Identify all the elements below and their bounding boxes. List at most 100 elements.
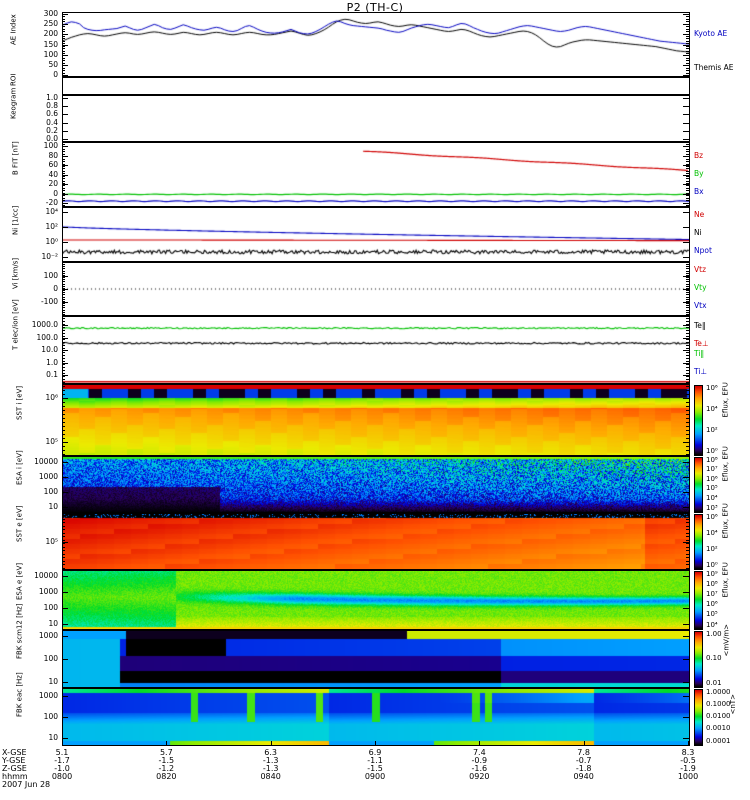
legend-label: Kyoto AE (694, 29, 728, 38)
colorbar-gradient (695, 458, 702, 512)
page-title: P2 (TH-C) (346, 1, 404, 14)
y-tick-label: 10 (48, 677, 58, 686)
y-minor-tick (62, 376, 65, 377)
y-minor-tick (686, 171, 689, 172)
y-minor-tick (62, 522, 65, 523)
x-tick-mark (479, 741, 480, 745)
y-minor-tick (686, 46, 689, 47)
y-minor-tick (686, 190, 689, 191)
x-tick-mark (688, 741, 689, 745)
y-tick-mark (683, 165, 689, 166)
colorbar-cb-fbk-eac (694, 689, 703, 746)
y-tick-mark (683, 363, 689, 364)
y-minor-tick (62, 268, 65, 269)
y-minor-tick (686, 522, 689, 523)
y-minor-tick (62, 60, 65, 61)
y-tick-mark (62, 325, 68, 326)
y-tick-label: 10⁵ (45, 437, 58, 446)
y-minor-tick (62, 176, 65, 177)
y-minor-tick (62, 454, 65, 455)
y-tick-mark (62, 98, 68, 99)
y-minor-tick (62, 339, 65, 340)
y-minor-tick (62, 342, 65, 343)
y-minor-tick (62, 355, 65, 356)
panel-sst-i (62, 384, 690, 456)
y-tick-mark (62, 682, 68, 683)
colorbar-tick-label: 10⁶ (706, 600, 718, 609)
y-tick-label: 60 (48, 160, 58, 169)
y-tick-label: 250 (43, 19, 58, 29)
y-tick-mark (62, 156, 68, 157)
y-tick-label: 20 (48, 179, 58, 188)
y-tick-mark (62, 492, 68, 493)
y-minor-tick (62, 564, 65, 565)
y-tick-mark (62, 139, 68, 140)
y-minor-tick (686, 36, 689, 37)
y-minor-tick (62, 144, 65, 145)
y-minor-tick (686, 327, 689, 328)
y-minor-tick (686, 21, 689, 22)
y-minor-tick (62, 21, 65, 22)
y-minor-tick (62, 195, 65, 196)
y-minor-tick (62, 183, 65, 184)
y-minor-tick (62, 301, 65, 302)
y-tick-label: 1000 (38, 631, 58, 640)
y-minor-tick (686, 554, 689, 555)
y-minor-tick (686, 333, 689, 334)
y-minor-tick (686, 294, 689, 295)
y-minor-tick (62, 53, 65, 54)
y-tick-mark (62, 184, 68, 185)
axis-row-name: hhmm (2, 772, 28, 781)
axis-tick-value: -1.2 (158, 764, 175, 773)
y-minor-tick (686, 376, 689, 377)
y-tick-label: 0.4 (46, 117, 58, 127)
y-tick-mark (62, 165, 68, 166)
legend-label: Ne (694, 210, 705, 219)
y-tick-label: 100 (43, 271, 58, 280)
y-tick-mark (683, 106, 689, 107)
axis-tick-value: 8.3 (681, 748, 695, 757)
axis-tick-value: -0.9 (471, 756, 488, 765)
colorbar-tick-label: 10⁷ (706, 589, 718, 598)
axis-tick-value: 5.1 (55, 748, 69, 757)
y-tick-mark (62, 55, 68, 56)
y-minor-tick (62, 41, 65, 42)
y-minor-tick (686, 24, 689, 25)
y-minor-tick (686, 364, 689, 365)
y-minor-tick (62, 284, 65, 285)
axis-tick-value: -1.5 (158, 756, 175, 765)
y-minor-tick (686, 303, 689, 304)
y-tick-label: 200 (43, 29, 58, 39)
y-minor-tick (62, 277, 65, 278)
colorbar-tick-label: 0.0001 (706, 736, 731, 745)
y-minor-tick (686, 166, 689, 167)
y-tick-mark (683, 212, 689, 213)
y-minor-tick (62, 286, 65, 287)
y-tick-label: 10⁰ (45, 237, 58, 246)
plot-canvas (63, 263, 689, 315)
y-tick-mark (62, 462, 68, 463)
colorbar-tick-label: 0.01 (706, 678, 722, 687)
y-tick-mark (683, 175, 689, 176)
axis-tick-value: -1.7 (54, 756, 70, 765)
y-tick-label: 0 (53, 70, 58, 79)
y-minor-tick (62, 434, 65, 435)
y-tick-mark (62, 338, 68, 339)
y-minor-tick (62, 273, 65, 274)
y-minor-tick (62, 310, 65, 311)
colorbar-tick-label: 0.10 (706, 654, 722, 662)
colorbar-gradient (695, 632, 702, 687)
y-minor-tick (62, 330, 65, 331)
colorbar-tick-label: 10² (706, 425, 718, 434)
y-tick-mark (62, 659, 68, 660)
y-tick-mark (62, 636, 68, 637)
y-minor-tick (62, 181, 65, 182)
legend-label: Npot (694, 246, 712, 255)
y-minor-tick (62, 281, 65, 282)
y-minor-tick (686, 203, 689, 204)
colorbar-tick-label: 10⁹ (706, 569, 718, 578)
y-minor-tick (686, 205, 689, 206)
y-minor-tick (686, 51, 689, 52)
y-minor-tick (62, 430, 65, 431)
y-minor-tick (62, 200, 65, 201)
